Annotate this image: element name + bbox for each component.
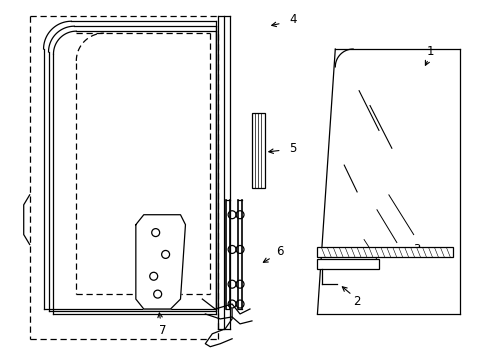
Text: 5: 5 xyxy=(288,142,296,155)
Bar xyxy=(251,113,264,188)
Text: 3: 3 xyxy=(412,243,420,256)
Text: 6: 6 xyxy=(275,245,283,258)
Bar xyxy=(317,247,452,257)
Polygon shape xyxy=(136,215,185,309)
Text: 1: 1 xyxy=(426,45,433,58)
Bar xyxy=(317,260,378,269)
Text: 4: 4 xyxy=(288,13,296,26)
Text: 2: 2 xyxy=(353,294,360,307)
Text: 7: 7 xyxy=(159,324,166,337)
Polygon shape xyxy=(317,49,459,314)
